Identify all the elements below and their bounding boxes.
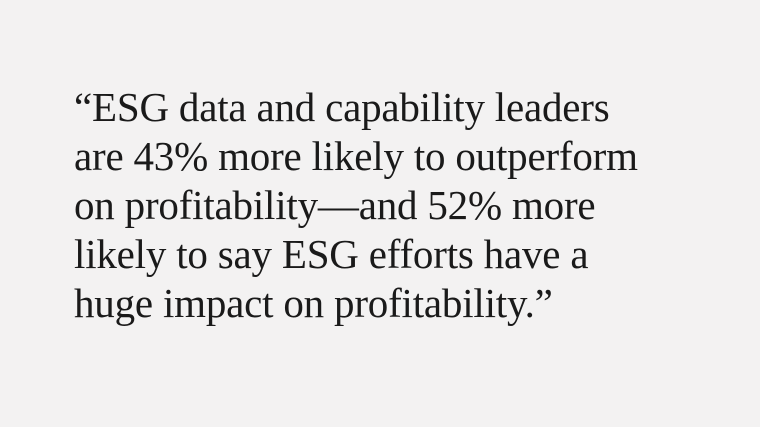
quote-line-5: huge impact on profitability.”	[74, 280, 553, 326]
quote-line-1: “ESG data and capability leaders	[74, 84, 610, 130]
quote-line-4: likely to say ESG efforts have a	[74, 231, 589, 277]
quote-line-2: are 43% more likely to outperform	[74, 133, 638, 179]
quote-line-3: on profitability—and 52% more	[74, 182, 596, 228]
quote-text: “ESG data and capability leaders are 43%…	[74, 83, 734, 328]
